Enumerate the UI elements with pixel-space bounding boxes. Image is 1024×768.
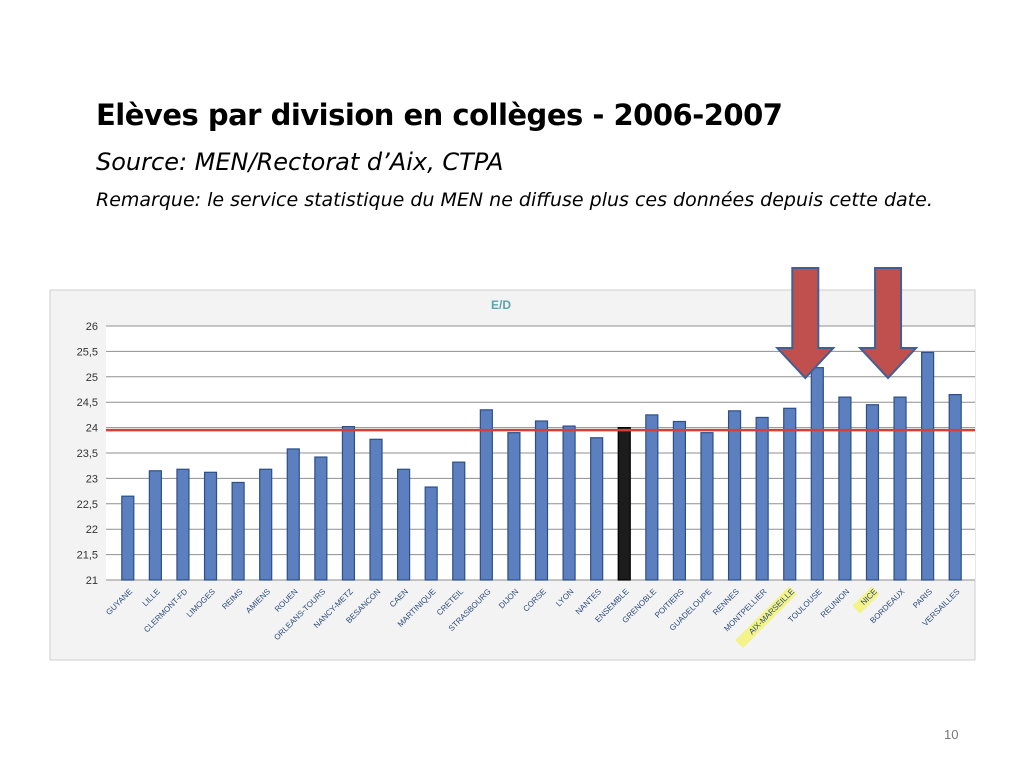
- y-tick-label: 22: [86, 524, 98, 536]
- slide-remark: Remarque: le service statistique du MEN …: [96, 189, 933, 211]
- y-tick-label: 23: [86, 473, 98, 485]
- y-tick-label: 25: [86, 372, 98, 384]
- page-number: 10: [944, 727, 959, 742]
- bar-creteil: [452, 461, 466, 581]
- bar-martinique: [424, 486, 438, 581]
- y-tick-label: 25,5: [77, 346, 98, 358]
- bar-besancon: [369, 438, 383, 581]
- y-tick-labels: 21 21,5 22 22,5 23 23,5 24 24,5 25 25,5 26: [77, 321, 98, 587]
- bar-bordeaux: [893, 396, 907, 581]
- down-arrow-toulouse: [775, 267, 836, 380]
- bar-grenoble: [645, 414, 659, 581]
- bar-chart: 21 21,5 22 22,5 23 23,5 24 24,5 25 25,5 26 GUYANE L…: [49, 267, 976, 661]
- bar-strasbourg: [479, 409, 493, 581]
- y-tick-label: 24: [86, 423, 98, 435]
- bar-rennes: [727, 410, 742, 581]
- bar-corse: [534, 420, 549, 581]
- bar-versailles: [948, 393, 962, 581]
- bar-ensemble: [617, 427, 631, 581]
- label-highlight-nice: [852, 586, 880, 614]
- bar-reunion: [838, 396, 852, 581]
- bar-reims: [231, 481, 245, 581]
- bar-paris: [921, 351, 935, 581]
- bar-lyon: [562, 425, 576, 581]
- arrows: [775, 267, 919, 380]
- y-tick-label: 26: [86, 321, 98, 333]
- bar-amiens: [259, 468, 273, 581]
- slide-source: Source: MEN/Rectorat d’Aix, CTPA: [96, 148, 504, 176]
- down-arrow-bordeaux: [857, 267, 919, 380]
- bar-aix-marseille: [783, 407, 797, 581]
- y-tick-label: 21: [86, 575, 98, 587]
- bars: [121, 351, 962, 581]
- y-tick-label: 24,5: [77, 397, 98, 409]
- bar-nancy-metz: [341, 425, 356, 581]
- y-tick-label: 23,5: [77, 448, 98, 460]
- y-tick-label: 22,5: [77, 499, 98, 511]
- bar-limoges: [203, 471, 218, 581]
- bar-guadeloupe: [700, 432, 714, 581]
- bar-montpellier: [755, 416, 769, 581]
- bar-rouen: [286, 448, 300, 581]
- bar-orleans-tours: [314, 456, 328, 581]
- chart-title: E/D: [491, 298, 511, 312]
- bar-nantes: [590, 437, 604, 581]
- bar-nice: [865, 404, 880, 581]
- y-tick-label: 21,5: [77, 550, 98, 562]
- bar-toulouse: [810, 367, 824, 581]
- bar-caen: [396, 468, 411, 581]
- bar-clermont-fd: [176, 468, 190, 581]
- label-highlight-aix-marseille: [735, 586, 797, 649]
- bar-dijon: [507, 432, 521, 581]
- bar-poitiers: [672, 420, 687, 581]
- bar-lille: [148, 470, 162, 581]
- slide-title: Elèves par division en collèges - 2006-2…: [96, 98, 783, 132]
- bar-guyane: [121, 495, 135, 581]
